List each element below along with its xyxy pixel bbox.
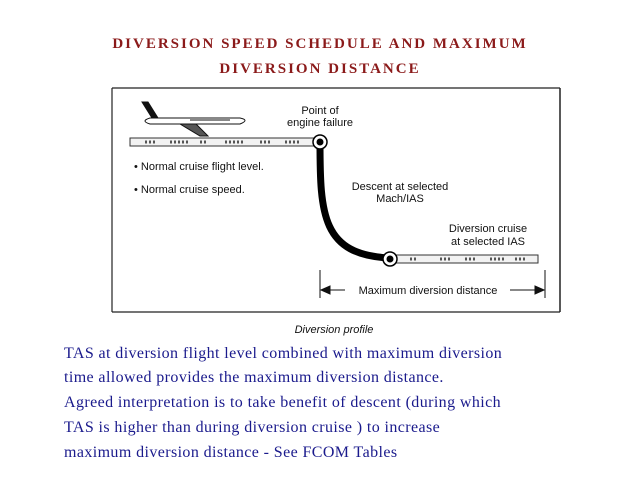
engine-failure-marker	[312, 134, 328, 150]
title-line-2: DIVERSION DISTANCE	[219, 61, 421, 77]
descent-label-1: Descent at selected	[352, 181, 449, 193]
diagram-caption: Diversion profile	[295, 324, 374, 336]
max-distance-dimension	[319, 270, 546, 298]
body-line-2: time allowed provides the maximum divers…	[64, 369, 444, 386]
bullet-flight-level: • Normal cruise flight level.	[134, 161, 264, 173]
engine-failure-label-2: engine failure	[287, 117, 353, 129]
body-line-4: TAS is higher than during diversion crui…	[64, 419, 441, 436]
title-line-1: DIVERSION SPEED SCHEDULE AND MAXIMUM	[112, 36, 528, 52]
diversion-cruise-label-2: at selected IAS	[451, 236, 525, 248]
cruise-level-band	[129, 137, 321, 147]
diversion-cruise-marker	[382, 251, 398, 267]
diversion-cruise-label-1: Diversion cruise	[449, 223, 527, 235]
aircraft-icon	[141, 101, 246, 137]
descent-curve	[316, 141, 391, 262]
body-line-5: maximum diversion distance - See FCOM Ta…	[64, 444, 398, 461]
descent-label-2: Mach/IAS	[376, 193, 424, 205]
max-distance-label: Maximum diversion distance	[359, 285, 498, 297]
bullet-cruise-speed: • Normal cruise speed.	[134, 184, 245, 196]
body-line-1: TAS at diversion flight level combined w…	[64, 345, 503, 362]
diversion-cruise-band	[389, 254, 539, 264]
engine-failure-label-1: Point of	[301, 105, 339, 117]
body-line-3: Agreed interpretation is to take benefit…	[64, 394, 501, 411]
